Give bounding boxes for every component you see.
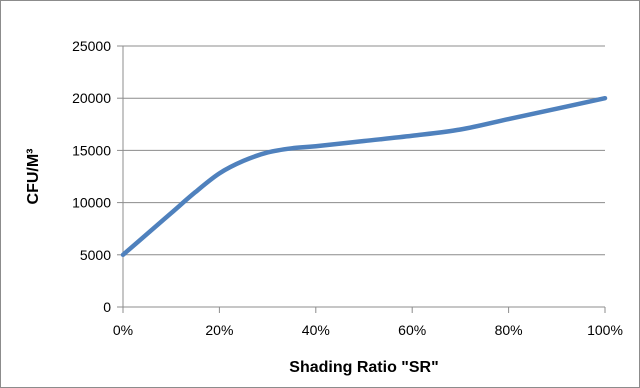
y-tick-label: 25000 bbox=[72, 38, 111, 54]
y-tick-label: 15000 bbox=[72, 142, 111, 158]
series-line bbox=[120, 95, 608, 258]
x-tick-label: 40% bbox=[302, 322, 330, 338]
y-tick-label: 5000 bbox=[80, 247, 111, 263]
gridlines bbox=[123, 45, 605, 256]
x-tick-label: 20% bbox=[205, 322, 233, 338]
x-tick-label: 60% bbox=[398, 322, 426, 338]
axes bbox=[117, 45, 606, 313]
y-tick-label: 10000 bbox=[72, 195, 111, 211]
x-tick-label: 80% bbox=[495, 322, 523, 338]
y-tick-label: 0 bbox=[103, 299, 111, 315]
tick-labels: 0 5000 10000 15000 20000 25000 0% 20% 40% 60% 80% 1… bbox=[72, 38, 623, 338]
x-tick-label: 100% bbox=[587, 322, 623, 338]
x-tick-label: 0% bbox=[113, 322, 133, 338]
series-layer bbox=[120, 95, 608, 258]
x-axis-title: Shading Ratio "SR" bbox=[289, 359, 438, 376]
y-axis-title: CFU/M³ bbox=[25, 149, 42, 205]
y-tick-label: 20000 bbox=[72, 90, 111, 106]
